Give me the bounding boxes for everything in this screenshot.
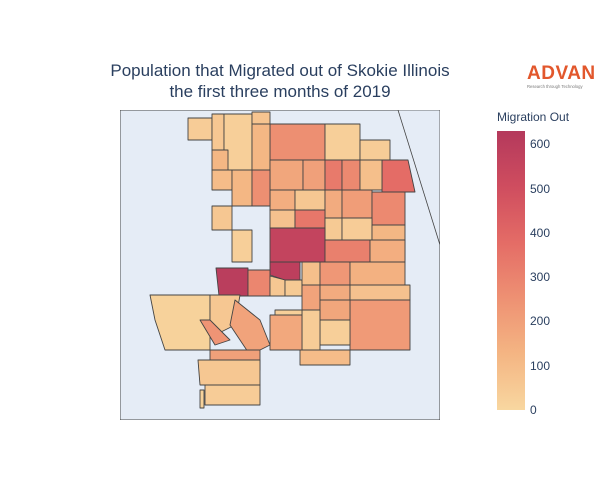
census-tract[interactable] — [341, 189, 373, 219]
lake-edge — [397, 110, 440, 246]
census-tract[interactable] — [269, 189, 296, 211]
census-tract[interactable] — [211, 205, 233, 231]
census-tract[interactable] — [299, 349, 351, 366]
census-tract[interactable] — [302, 159, 326, 191]
census-tract[interactable] — [349, 284, 411, 301]
census-tract[interactable] — [319, 284, 351, 301]
census-tract[interactable] — [199, 319, 231, 346]
census-tract[interactable] — [269, 275, 286, 297]
colorbar-tick-label: 600 — [530, 137, 551, 152]
colorbar-title: Migration Out — [497, 110, 570, 124]
census-tract[interactable] — [294, 209, 326, 229]
census-tract[interactable] — [349, 299, 411, 351]
census-tract[interactable] — [149, 294, 211, 351]
logo-tagline: Research through Technology — [527, 84, 583, 89]
census-tract[interactable] — [231, 229, 253, 263]
census-tract[interactable] — [215, 267, 249, 297]
census-tract[interactable] — [197, 359, 261, 386]
colorbar-tick-label: 100 — [530, 358, 551, 373]
census-tract[interactable] — [284, 279, 303, 297]
census-tract[interactable] — [211, 113, 225, 151]
census-tract[interactable] — [251, 123, 271, 171]
census-tract[interactable] — [319, 261, 351, 286]
census-tract[interactable] — [319, 319, 351, 346]
census-tract[interactable] — [269, 314, 303, 351]
census-tract[interactable] — [269, 159, 304, 191]
census-tract[interactable] — [301, 261, 321, 286]
census-tract[interactable] — [301, 309, 321, 351]
census-tract[interactable] — [359, 139, 391, 161]
census-tract[interactable] — [349, 261, 406, 286]
census-tract[interactable] — [369, 239, 406, 263]
census-tract[interactable] — [269, 227, 326, 263]
census-tract[interactable] — [211, 149, 229, 171]
census-tract[interactable] — [294, 189, 326, 211]
colorbar-tick-label: 400 — [530, 225, 551, 240]
tract-layer[interactable] — [149, 111, 416, 409]
census-tract[interactable] — [341, 217, 373, 241]
census-tract[interactable] — [251, 111, 271, 125]
census-tract[interactable] — [204, 384, 261, 406]
colorbar-tick-label: 500 — [530, 181, 551, 196]
colorbar — [497, 131, 525, 410]
census-tract[interactable] — [247, 269, 271, 297]
census-tract[interactable] — [324, 123, 361, 161]
title-line-2: the first three months of 2019 — [169, 82, 391, 101]
chart-title: Population that Migrated out of Skokie I… — [60, 60, 500, 102]
census-tract[interactable] — [371, 191, 406, 226]
map-svg[interactable] — [120, 110, 440, 420]
census-tract[interactable] — [211, 169, 233, 191]
title-line-1: Population that Migrated out of Skokie I… — [110, 61, 450, 80]
census-tract[interactable] — [341, 159, 361, 191]
colorbar-tick-label: 200 — [530, 314, 551, 329]
logo-word: ADVAN — [527, 63, 596, 84]
census-tract[interactable] — [231, 169, 253, 207]
census-tract[interactable] — [301, 284, 321, 311]
colorbar-tick-label: 0 — [530, 403, 537, 417]
choropleth-map[interactable] — [120, 110, 440, 420]
census-tract[interactable] — [324, 189, 343, 219]
advan-logo: ADVAN Research through Technology — [527, 63, 597, 90]
census-tract[interactable] — [187, 117, 213, 141]
census-tract[interactable] — [251, 169, 271, 207]
census-tract[interactable] — [199, 389, 205, 409]
census-tract[interactable] — [359, 159, 383, 191]
census-tract[interactable] — [324, 217, 343, 241]
census-tract[interactable] — [319, 299, 351, 321]
census-tract[interactable] — [324, 159, 343, 191]
census-tract[interactable] — [324, 239, 371, 263]
colorbar-tick-label: 300 — [530, 270, 551, 285]
census-tract[interactable] — [269, 209, 296, 229]
census-tract[interactable] — [269, 123, 326, 161]
